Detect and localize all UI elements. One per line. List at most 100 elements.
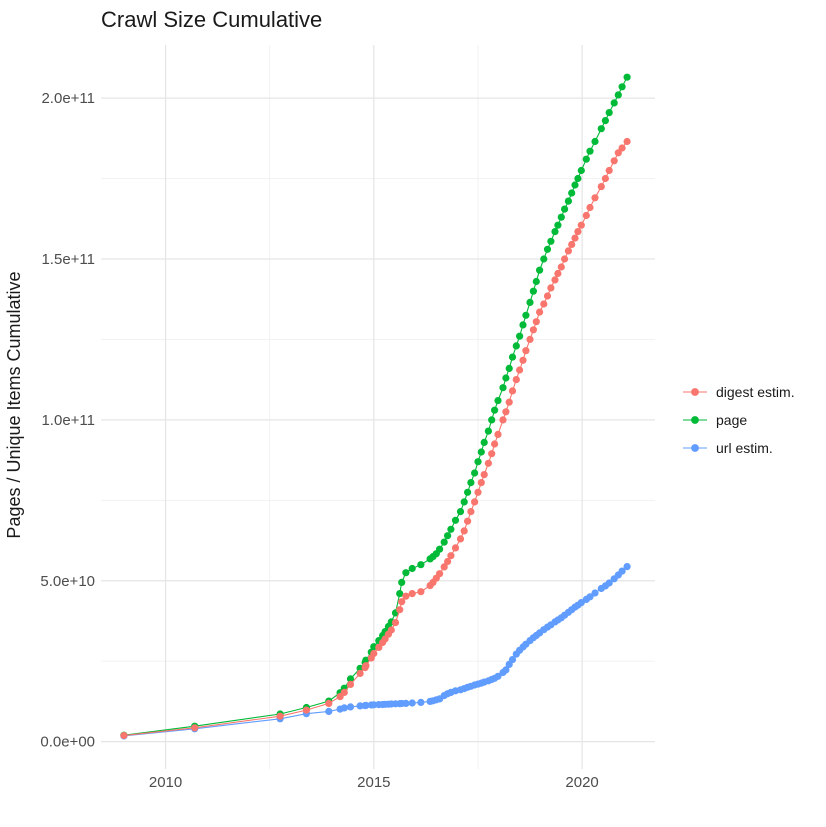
legend-item: url estim. [683,440,773,456]
data-point [591,589,599,597]
data-point [519,356,527,364]
data-point [387,626,395,634]
x-tick-label: 2010 [149,774,182,791]
data-point [564,247,573,255]
data-point [502,408,510,416]
y-tick-label: 5.0e+10 [40,573,95,590]
chart-title: Crawl Size Cumulative [101,7,322,32]
y-tick-label: 1.5e+11 [41,251,95,268]
y-axis-title: Pages / Unique Items Cumulative [4,271,24,538]
data-point [586,147,594,155]
data-point [398,578,406,587]
data-point [597,125,605,133]
data-point [577,166,585,175]
legend-marker-dot [691,416,699,424]
data-point [522,311,530,319]
data-point [494,672,502,680]
data-point [499,416,507,424]
data-point [577,221,585,229]
data-point [605,166,613,175]
data-point [340,704,348,712]
data-point [494,397,502,405]
data-point [532,318,540,326]
data-point [488,450,496,458]
data-point [502,666,510,674]
data-point [618,144,626,152]
data-point [370,649,378,658]
data-point [526,335,534,343]
data-point [508,353,517,361]
data-point [444,557,452,566]
data-point [460,498,468,506]
data-point [610,99,618,107]
data-point [402,592,410,600]
data-point [440,563,448,571]
legend-label: page [716,412,747,428]
data-point [512,342,520,350]
data-point [451,544,460,552]
data-point [543,292,552,300]
data-point [591,137,599,146]
data-point [447,552,455,560]
data-point [623,137,631,146]
data-point [471,498,479,506]
data-point [623,73,631,81]
legend-item: digest estim. [683,384,795,400]
data-point [526,298,534,306]
data-point [610,157,618,165]
data-point [456,535,465,543]
data-point [325,707,333,716]
series-digest-estim [120,137,631,740]
data-point [605,579,613,587]
data-point [325,699,333,708]
data-point [302,706,310,714]
data-point [191,724,199,732]
data-point [505,398,513,406]
data-point [464,488,472,496]
legend-marker-dot [691,388,699,396]
data-point [519,321,527,329]
data-point [540,300,548,308]
data-point [464,517,472,525]
data-point [591,194,599,202]
data-point [456,508,465,516]
data-point [529,287,538,295]
data-point [436,545,444,553]
plot-panel [101,45,655,769]
data-point [362,701,370,710]
data-point [375,643,383,652]
legend-label: url estim. [716,440,773,456]
data-point [529,326,538,334]
data-point [571,234,579,242]
data-point [543,245,552,253]
data-point [554,269,562,278]
data-point [120,731,128,740]
data-point [440,538,448,546]
legend: digest estim. page url estim. [683,384,795,456]
data-point [467,479,475,487]
data-point [516,332,524,340]
legend-label: digest estim. [716,384,795,400]
data-point [346,703,355,711]
data-point [561,255,569,263]
data-point [491,406,499,414]
data-point [408,699,416,707]
x-tick-label: 2015 [357,774,390,791]
data-point [408,590,416,598]
y-tick-label: 0.0e+00 [40,734,95,751]
data-point [417,698,425,707]
data-point [618,83,626,91]
data-point [346,680,355,689]
data-point [477,479,485,487]
data-point [417,588,425,596]
data-point [564,197,573,205]
data-point [502,374,510,382]
data-point [547,237,555,245]
data-point [484,459,492,467]
legend-marker-dot [691,444,699,452]
data-point [436,570,444,578]
data-point [614,149,622,157]
data-point [484,427,492,435]
